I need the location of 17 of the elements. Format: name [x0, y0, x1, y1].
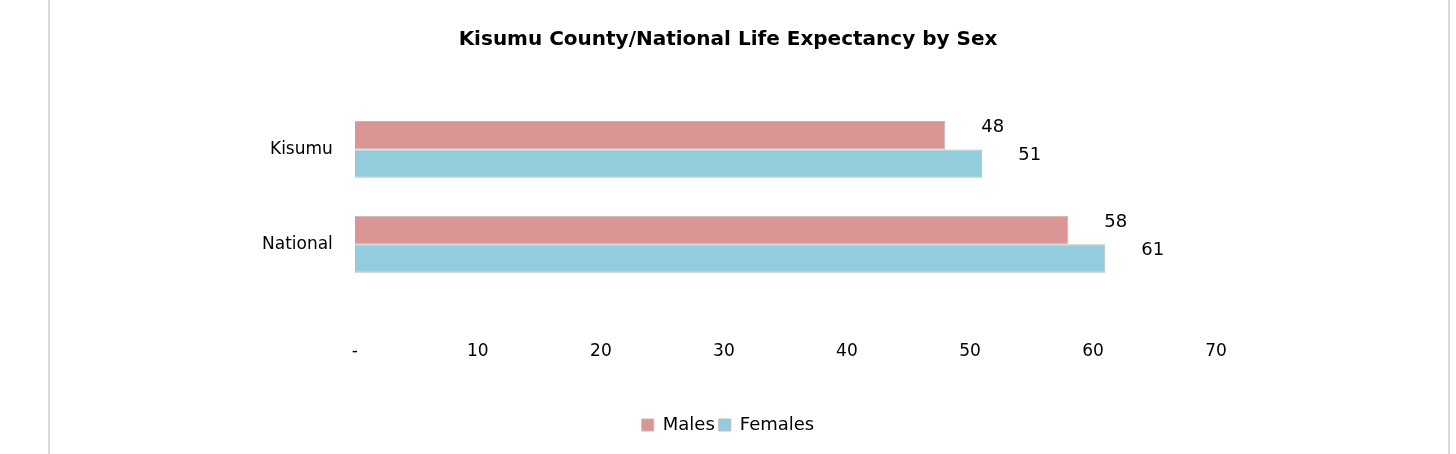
- x-tick-label: 20: [590, 340, 612, 361]
- data-label: 51: [1018, 143, 1042, 165]
- legend-label: Males: [662, 412, 715, 434]
- y-tick-label: Kisumu: [270, 137, 333, 158]
- y-tick-label: National: [262, 232, 333, 253]
- x-tick-label: 60: [1082, 340, 1104, 361]
- x-tick-label: 30: [713, 340, 735, 361]
- x-tick-label: -: [351, 340, 358, 361]
- x-tick-label: 10: [467, 340, 489, 361]
- x-tick-label: 40: [836, 340, 858, 361]
- data-label: 48: [981, 114, 1005, 136]
- data-label: 58: [1104, 209, 1128, 231]
- x-tick-label: 50: [959, 340, 981, 361]
- data-label: 61: [1141, 238, 1165, 260]
- x-tick-label: 70: [1205, 340, 1227, 361]
- legend-label: Females: [739, 412, 815, 434]
- chart-title: Kisumu County/National Life Expectancy by Sex: [458, 26, 998, 51]
